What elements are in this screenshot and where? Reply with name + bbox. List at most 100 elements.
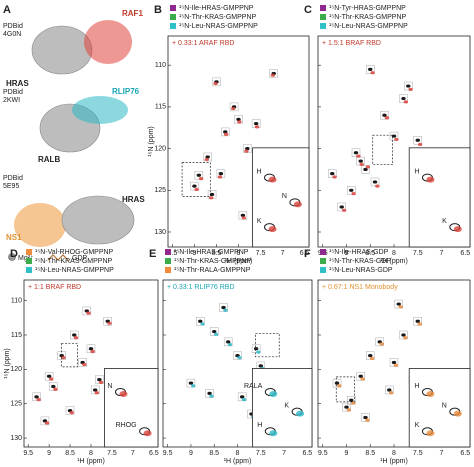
legend-label: ¹⁵N-Ile-HRAS-GDP xyxy=(329,249,389,256)
peak xyxy=(223,132,229,137)
inset-label: H xyxy=(414,383,419,390)
peak xyxy=(205,155,210,159)
peak xyxy=(403,100,409,104)
x-tick-label: 8.5 xyxy=(212,250,222,257)
peak xyxy=(36,397,41,402)
peak-box xyxy=(356,371,365,381)
peak xyxy=(86,311,91,315)
panel-letter: B xyxy=(154,4,162,16)
inset-label: K xyxy=(442,218,447,225)
peak xyxy=(406,84,411,88)
x-tick-label: 6.5 xyxy=(460,450,470,457)
pdb-id: 4G0N xyxy=(3,31,21,38)
x-tick-label: 9.5 xyxy=(163,450,173,457)
x-tick-label: 9 xyxy=(345,250,349,257)
inset xyxy=(252,147,310,248)
peak xyxy=(61,356,66,360)
peak-box xyxy=(413,135,422,145)
peak xyxy=(241,397,247,402)
x-tick-label: 8 xyxy=(392,450,396,457)
peak xyxy=(254,125,260,129)
peak xyxy=(270,73,276,77)
peak xyxy=(330,172,335,176)
x-tick-label: 8.5 xyxy=(365,450,375,457)
x-tick-label: 7.5 xyxy=(256,450,266,457)
peak xyxy=(188,381,194,385)
legend-label: ¹⁵N-Thr-KRAS-GMPPNP xyxy=(174,258,252,265)
x-tick-label: 7 xyxy=(281,250,285,257)
peak-box xyxy=(366,351,375,360)
peak-box xyxy=(223,337,233,347)
peak xyxy=(51,384,56,389)
peak xyxy=(82,362,87,367)
legend-swatch xyxy=(170,5,176,11)
peak xyxy=(53,387,58,391)
peak-box xyxy=(32,392,41,402)
inset-label: H xyxy=(257,422,262,429)
peak xyxy=(209,192,215,197)
x-tick-label: 8 xyxy=(237,250,241,257)
inset-peak xyxy=(296,410,305,417)
peak xyxy=(356,154,361,158)
peak-box xyxy=(237,392,247,402)
x-tick-label: 9 xyxy=(192,250,196,257)
peak xyxy=(256,350,261,354)
peak xyxy=(417,142,423,147)
peak-box xyxy=(269,69,278,78)
y-tick-label: 125 xyxy=(154,187,166,194)
panel-letter: A xyxy=(3,4,11,16)
peak xyxy=(231,106,236,111)
panel-letter: D xyxy=(10,248,18,260)
peak-box xyxy=(375,337,384,347)
legend-swatch xyxy=(165,249,171,255)
partner-label: RLIP76 xyxy=(112,87,140,96)
peak xyxy=(90,349,95,354)
x-tick-label: 9 xyxy=(345,450,349,457)
peak xyxy=(245,146,250,151)
legend-label: ¹⁵N-Tyr-HRAS-GMPPNP xyxy=(329,5,406,12)
peak-box xyxy=(394,299,403,309)
x-tick-label: 9.5 xyxy=(318,450,328,457)
peak xyxy=(208,196,214,200)
legend-label: ¹⁵N-Thr-KRAS-GMPPNP xyxy=(179,14,257,21)
peak-box xyxy=(399,330,408,340)
peak xyxy=(363,415,368,420)
peak-box xyxy=(70,330,79,340)
peak-box xyxy=(103,316,112,326)
legend-swatch xyxy=(170,23,176,29)
key-label: GDP xyxy=(72,255,88,262)
inset-label: H xyxy=(256,168,261,175)
peak-box xyxy=(90,385,100,395)
peak xyxy=(415,138,420,142)
x-tick-label: 8 xyxy=(392,250,396,257)
peak xyxy=(237,120,242,124)
zoom-box xyxy=(61,343,78,368)
legend-swatch xyxy=(26,267,32,273)
peak xyxy=(384,116,390,120)
peak-box xyxy=(366,65,375,74)
peak xyxy=(358,374,363,378)
peak xyxy=(372,180,378,184)
y-tick-label: 115 xyxy=(11,332,22,339)
x-tick-label: 7.5 xyxy=(107,450,117,457)
peak xyxy=(363,167,368,172)
zoom-box xyxy=(255,333,280,358)
peak-box xyxy=(347,186,356,195)
y-tick-label: 130 xyxy=(10,435,22,442)
legend-swatch xyxy=(26,258,32,264)
peak xyxy=(359,162,364,167)
peak xyxy=(341,208,347,212)
x-tick-label: 8.5 xyxy=(365,250,375,257)
legend-swatch xyxy=(320,14,326,20)
peak-box xyxy=(347,396,356,405)
legend-swatch xyxy=(165,258,171,264)
peak xyxy=(191,384,196,388)
inset xyxy=(408,147,471,248)
y-tick-label: 120 xyxy=(154,145,166,152)
peak-box xyxy=(221,127,230,137)
peak-box xyxy=(234,115,243,124)
peak xyxy=(237,356,242,360)
x-tick-label: 6.5 xyxy=(300,250,310,257)
peak-box xyxy=(389,131,399,141)
peak xyxy=(221,305,226,310)
